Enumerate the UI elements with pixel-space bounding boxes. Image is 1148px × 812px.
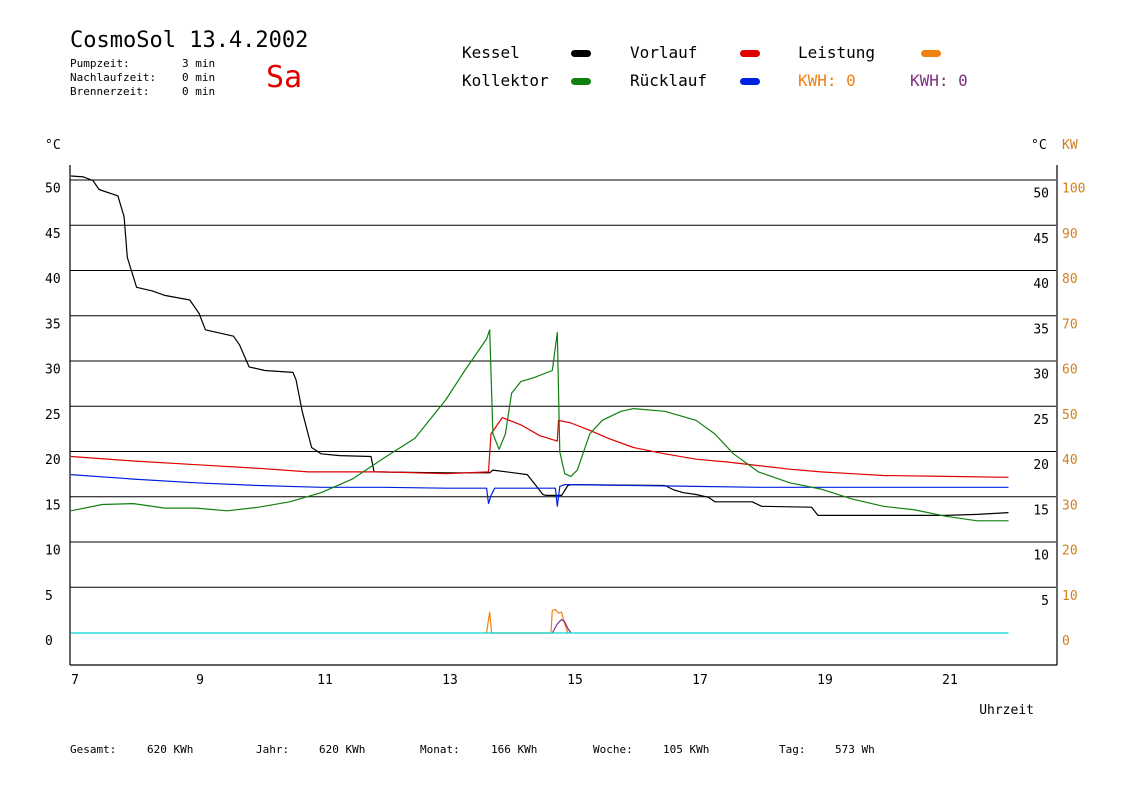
legend-swatch-ruecklauf [740, 78, 760, 85]
tick-labels: 5045403530252015105050454035302520151051… [45, 138, 1085, 718]
x-tick-label: 7 [71, 673, 79, 688]
y-tick-label-right-kw: 30 [1062, 498, 1078, 513]
grid-lines [70, 179, 1056, 588]
y-tick-label-right-kw: 40 [1062, 453, 1078, 468]
axes [69, 165, 1058, 666]
stat-label-nachlaufzeit: Nachlaufzeit: [70, 71, 157, 84]
footer-value-woche: 105 KWh [663, 743, 710, 756]
y-tick-label-right-c: 10 [1033, 549, 1049, 564]
x-tick-label: 9 [196, 673, 204, 688]
y-tick-label-right-c: 40 [1033, 277, 1049, 292]
y-tick-label-left: 0 [45, 634, 53, 649]
footer-value-gesamt: 620 KWh [147, 743, 194, 756]
y-tick-label-left: 45 [45, 227, 61, 242]
series-line-kollektor [70, 329, 1009, 522]
legend-swatch-kessel [571, 50, 591, 57]
footer-label-woche: Woche: [593, 743, 633, 756]
footer-label-monat: Monat: [420, 743, 460, 756]
y-tick-label-right-c: 50 [1033, 187, 1049, 202]
y-tick-label-left: 10 [45, 544, 61, 559]
legend-label-kessel: Kessel [462, 43, 520, 62]
y-tick-label-right-c: 20 [1033, 458, 1049, 473]
legend-swatch-leistung [921, 50, 941, 57]
y-tick-label-right-c: 45 [1033, 232, 1049, 247]
stat-value-brennerzeit: 0 min [182, 85, 216, 98]
y-tick-label-left: 15 [45, 498, 61, 513]
x-axis-label: Uhrzeit [979, 703, 1034, 718]
series-lines [70, 175, 1009, 634]
x-tick-label: 19 [817, 673, 833, 688]
series-line-vorlauf [70, 417, 1009, 478]
y-axis-unit-right-kw: KW [1062, 138, 1078, 153]
stat-label-brennerzeit: Brennerzeit: [70, 85, 150, 98]
footer-label-tag: Tag: [779, 743, 806, 756]
y-tick-label-right-kw: 20 [1062, 544, 1078, 559]
x-tick-label: 11 [317, 673, 333, 688]
series-line-r-cklauf [70, 474, 1009, 507]
y-tick-label-left: 20 [45, 453, 61, 468]
y-axis-unit-right-c: °C [1031, 138, 1047, 153]
x-tick-label: 13 [442, 673, 458, 688]
y-tick-label-right-c: 30 [1033, 368, 1049, 383]
footer-value-jahr: 620 KWh [319, 743, 366, 756]
footer-value-tag: 573 Wh [835, 743, 875, 756]
y-tick-label-left: 40 [45, 272, 61, 287]
legend-kwh-purple: KWH: 0 [910, 71, 968, 90]
series-line-leistung [486, 608, 569, 634]
series-line-kessel [70, 175, 1009, 517]
legend-kwh-orange: KWH: 0 [798, 71, 856, 90]
stat-value-pumpzeit: 3 min [182, 57, 216, 70]
y-tick-label-right-kw: 70 [1062, 317, 1078, 332]
legend-label-vorlauf: Vorlauf [630, 43, 698, 62]
series-line-series-5 [551, 618, 572, 634]
chart-title: CosmoSol 13.4.2002 [70, 28, 309, 53]
legend-label-ruecklauf: Rücklauf [630, 71, 708, 90]
y-tick-label-right-c: 25 [1033, 413, 1049, 428]
y-tick-label-right-c: 5 [1041, 594, 1049, 609]
y-tick-label-left: 35 [45, 317, 61, 332]
y-tick-label-right-kw: 90 [1062, 227, 1078, 242]
x-tick-label: 21 [942, 673, 958, 688]
y-tick-label-right-kw: 60 [1062, 363, 1078, 378]
stat-label-pumpzeit: Pumpzeit: [70, 57, 130, 70]
y-tick-label-right-kw: 50 [1062, 408, 1078, 423]
y-axis-unit-left: °C [45, 138, 61, 153]
y-tick-label-left: 5 [45, 589, 53, 604]
y-tick-label-right-c: 35 [1033, 322, 1049, 337]
y-tick-label-right-c: 15 [1033, 503, 1049, 518]
legend-swatch-vorlauf [740, 50, 760, 57]
y-tick-label-right-kw: 10 [1062, 589, 1078, 604]
y-tick-label-left: 25 [45, 408, 61, 423]
x-tick-label: 17 [692, 673, 708, 688]
footer-label-jahr: Jahr: [256, 743, 290, 756]
y-tick-label-left: 30 [45, 363, 61, 378]
legend-label-kollektor: Kollektor [462, 71, 549, 90]
stat-value-nachlaufzeit: 0 min [182, 71, 216, 84]
x-tick-label: 15 [567, 673, 583, 688]
footer-value-monat: 166 KWh [491, 743, 538, 756]
footer-label-gesamt: Gesamt: [70, 743, 117, 756]
y-tick-label-right-kw: 80 [1062, 272, 1078, 287]
y-tick-label-right-kw: 100 [1062, 182, 1085, 197]
y-tick-label-right-kw: 0 [1062, 634, 1070, 649]
legend-swatch-kollektor [571, 78, 591, 85]
y-tick-label-left: 50 [45, 182, 61, 197]
legend-label-leistung: Leistung [798, 43, 876, 62]
weekday-label: Sa [266, 60, 303, 95]
